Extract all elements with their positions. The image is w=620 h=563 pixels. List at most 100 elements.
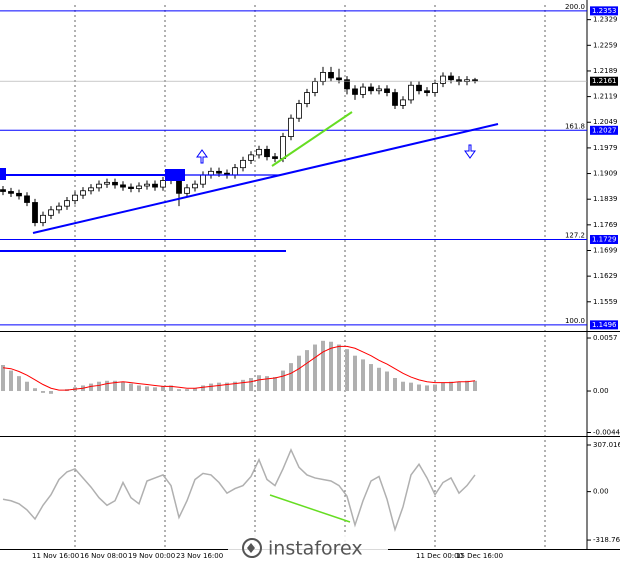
y-tick-label: -318.767	[593, 536, 620, 544]
candle-body	[464, 79, 470, 82]
candle-body	[16, 192, 22, 197]
candle-body	[320, 72, 326, 82]
candle-body	[136, 185, 142, 189]
y-tick-label: 0.0057	[593, 334, 618, 342]
candle-body	[392, 92, 398, 106]
y-tick-label: 1.2119	[593, 93, 618, 101]
candle-body	[40, 214, 46, 224]
candle-body	[376, 88, 382, 92]
frame	[0, 0, 620, 550]
candle-body	[280, 136, 286, 159]
candle-body	[272, 156, 278, 159]
candle-body	[416, 84, 422, 92]
candle-body	[48, 209, 54, 216]
y-tick-label: 1.2329	[593, 16, 618, 24]
candle-body	[216, 170, 222, 174]
x-tick-label: 11 Nov 16:00	[32, 552, 79, 560]
candle-body	[152, 183, 158, 188]
candle-body	[344, 79, 350, 90]
candle-body	[64, 200, 70, 207]
candle-body	[240, 159, 246, 169]
candle-body	[448, 75, 454, 81]
y-tick-label: 1.1629	[593, 272, 618, 280]
x-tick-label: 23 Nov 16:00	[176, 552, 223, 560]
candle-body	[8, 191, 14, 194]
candle-body	[0, 189, 6, 192]
candle-body	[304, 92, 310, 104]
candle-body	[384, 88, 390, 93]
candle-body	[336, 77, 342, 81]
last-price-box	[590, 76, 618, 86]
candle-body	[184, 187, 190, 194]
candle-body	[32, 202, 38, 224]
candle-body	[440, 75, 446, 84]
level-label: 127.2	[565, 231, 585, 239]
candle-body	[360, 86, 366, 95]
candle-body	[400, 99, 406, 106]
candle-body	[128, 186, 134, 189]
x-tick-label: 16 Nov 08:00	[80, 552, 127, 560]
candle-body	[232, 167, 238, 176]
candle-body	[144, 183, 150, 187]
watermark-text: instaforex	[268, 538, 363, 560]
candle-body	[312, 81, 318, 93]
candle-body	[408, 84, 414, 101]
x-tick-label: 11 Dec 00:00	[416, 552, 463, 560]
candle-body	[456, 79, 462, 82]
candle-body	[424, 90, 430, 93]
candle-body	[192, 183, 198, 189]
level-box	[590, 320, 618, 330]
candle-body	[104, 181, 110, 185]
y-tick-label: 0.00	[593, 488, 609, 496]
level-price: 1.1496	[592, 321, 617, 329]
candle-body	[296, 103, 302, 119]
y-tick-label: 1.1979	[593, 144, 618, 152]
macd-signal	[2, 345, 476, 391]
y-tick-label: 307.0161	[593, 441, 620, 449]
candle-body	[80, 190, 86, 196]
level-box	[590, 6, 618, 16]
last-price-label: 1.2161	[592, 77, 617, 85]
annotations	[0, 111, 499, 523]
candle-body	[88, 187, 94, 192]
candle-body	[368, 86, 374, 92]
level-box	[590, 125, 618, 135]
level-label: 200.0	[565, 3, 585, 11]
level-label: 161.8	[565, 122, 585, 130]
y-tick-label: 1.1699	[593, 246, 618, 254]
level-box	[590, 234, 618, 244]
time-grid	[74, 5, 546, 548]
candle-body	[248, 154, 254, 161]
x-tick-label: 15 Dec 16:00	[456, 552, 503, 560]
candle-body	[112, 181, 118, 186]
candle-body	[72, 194, 78, 202]
candle-body	[264, 148, 270, 158]
candle-body	[256, 148, 262, 156]
level-price: 1.2027	[592, 126, 617, 134]
candle-body	[96, 183, 102, 189]
y-tick-label: 1.1769	[593, 221, 618, 229]
y-tick-label: 1.1839	[593, 195, 618, 203]
level-price: 1.2353	[592, 7, 617, 15]
y-tick-label: 1.1909	[593, 170, 618, 178]
watermark: instaforex	[228, 535, 388, 561]
candle-body	[120, 184, 126, 188]
candle-body	[432, 83, 438, 93]
candle-body	[160, 180, 166, 188]
level-price: 1.1729	[592, 235, 617, 243]
y-tick-label: 0.00	[593, 387, 609, 395]
x-tick-label: 19 Nov 00:00	[128, 552, 175, 560]
candle-body	[288, 117, 294, 137]
candle-body	[24, 195, 30, 203]
candle-body	[56, 205, 62, 211]
candle-body	[352, 88, 358, 95]
y-tick-label: 1.2259	[593, 41, 618, 49]
y-tick-label: 1.2049	[593, 118, 618, 126]
level-label: 100.0	[565, 317, 585, 325]
y-tick-label: 1.1559	[593, 298, 618, 306]
cci-line	[2, 447, 476, 533]
candle-body	[328, 72, 334, 79]
y-tick-label: -0.00446	[593, 428, 620, 436]
